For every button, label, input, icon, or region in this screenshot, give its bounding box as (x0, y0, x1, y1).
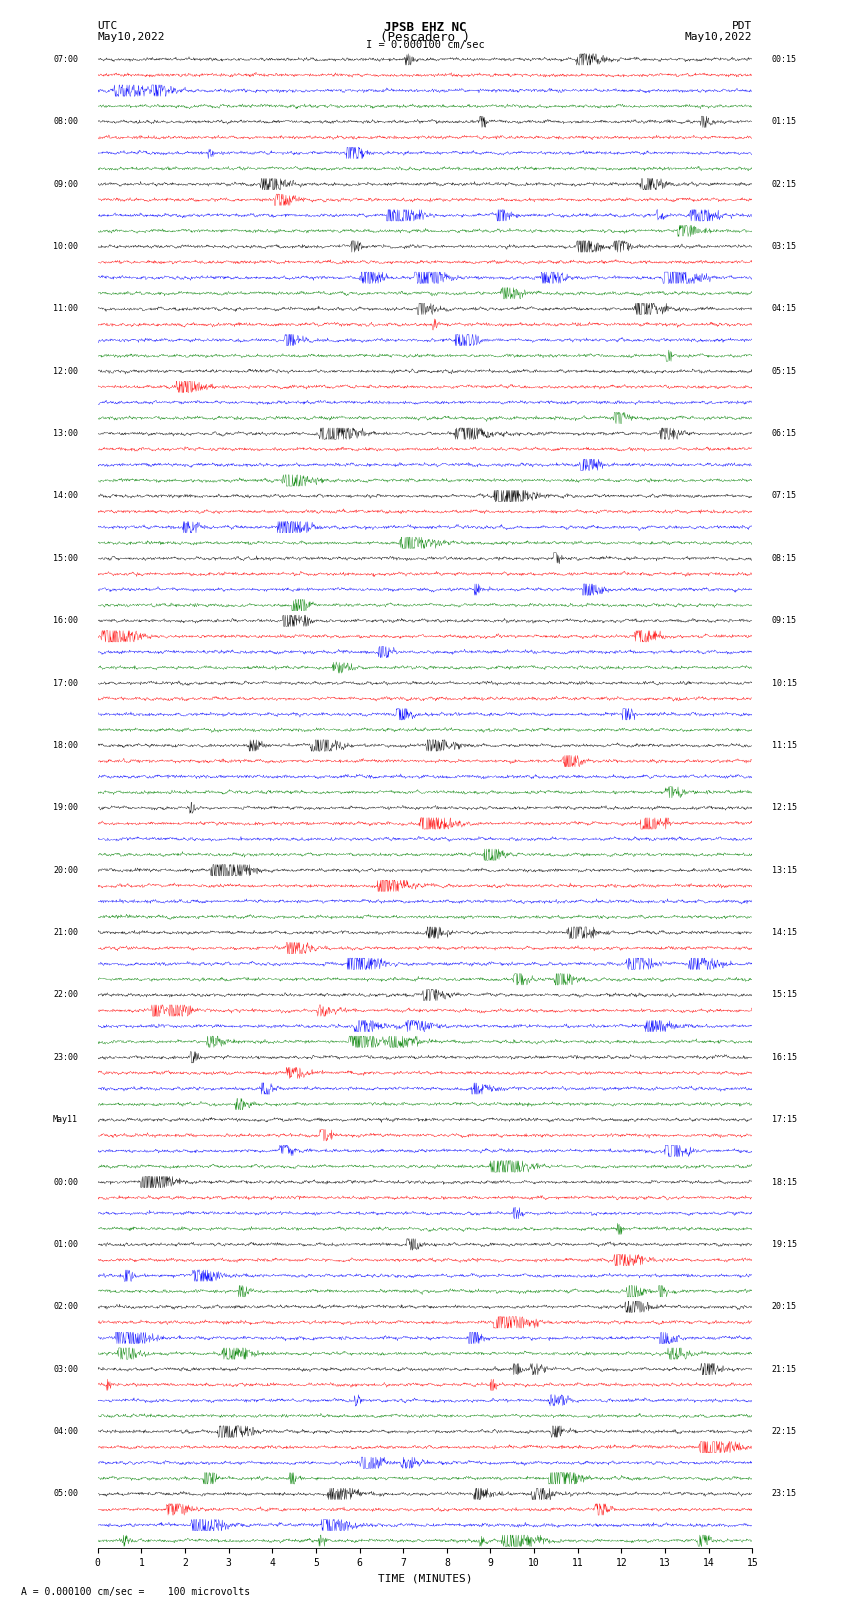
Text: 06:15: 06:15 (772, 429, 797, 439)
Text: 16:00: 16:00 (53, 616, 78, 626)
Text: 09:00: 09:00 (53, 179, 78, 189)
Text: 15:00: 15:00 (53, 553, 78, 563)
Text: 03:00: 03:00 (53, 1365, 78, 1374)
Text: 02:15: 02:15 (772, 179, 797, 189)
Text: 00:15: 00:15 (772, 55, 797, 65)
Text: (Pescadero ): (Pescadero ) (380, 31, 470, 44)
Text: 17:00: 17:00 (53, 679, 78, 687)
Text: 13:00: 13:00 (53, 429, 78, 439)
Text: 19:15: 19:15 (772, 1240, 797, 1248)
Text: 18:15: 18:15 (772, 1177, 797, 1187)
Text: 14:15: 14:15 (772, 927, 797, 937)
Text: UTC: UTC (98, 21, 118, 31)
Text: I = 0.000100 cm/sec: I = 0.000100 cm/sec (366, 40, 484, 50)
Text: May11: May11 (53, 1115, 78, 1124)
X-axis label: TIME (MINUTES): TIME (MINUTES) (377, 1574, 473, 1584)
Text: 16:15: 16:15 (772, 1053, 797, 1061)
Text: 20:00: 20:00 (53, 866, 78, 874)
Text: 03:15: 03:15 (772, 242, 797, 252)
Text: 08:00: 08:00 (53, 118, 78, 126)
Text: 19:00: 19:00 (53, 803, 78, 813)
Text: 01:00: 01:00 (53, 1240, 78, 1248)
Text: 14:00: 14:00 (53, 492, 78, 500)
Text: 23:00: 23:00 (53, 1053, 78, 1061)
Text: 10:15: 10:15 (772, 679, 797, 687)
Text: PDT: PDT (732, 21, 752, 31)
Text: 00:00: 00:00 (53, 1177, 78, 1187)
Text: A = 0.000100 cm/sec =    100 microvolts: A = 0.000100 cm/sec = 100 microvolts (21, 1587, 251, 1597)
Text: 05:15: 05:15 (772, 366, 797, 376)
Text: 11:00: 11:00 (53, 305, 78, 313)
Text: 12:00: 12:00 (53, 366, 78, 376)
Text: 10:00: 10:00 (53, 242, 78, 252)
Text: 12:15: 12:15 (772, 803, 797, 813)
Text: May10,2022: May10,2022 (98, 32, 165, 42)
Text: 23:15: 23:15 (772, 1489, 797, 1498)
Text: 08:15: 08:15 (772, 553, 797, 563)
Text: 22:15: 22:15 (772, 1428, 797, 1436)
Text: 11:15: 11:15 (772, 740, 797, 750)
Text: 04:15: 04:15 (772, 305, 797, 313)
Text: 09:15: 09:15 (772, 616, 797, 626)
Text: 22:00: 22:00 (53, 990, 78, 1000)
Text: 20:15: 20:15 (772, 1302, 797, 1311)
Text: 21:15: 21:15 (772, 1365, 797, 1374)
Text: 04:00: 04:00 (53, 1428, 78, 1436)
Text: 02:00: 02:00 (53, 1302, 78, 1311)
Text: 05:00: 05:00 (53, 1489, 78, 1498)
Text: 18:00: 18:00 (53, 740, 78, 750)
Text: 21:00: 21:00 (53, 927, 78, 937)
Text: 13:15: 13:15 (772, 866, 797, 874)
Text: 01:15: 01:15 (772, 118, 797, 126)
Text: 07:00: 07:00 (53, 55, 78, 65)
Text: 15:15: 15:15 (772, 990, 797, 1000)
Text: 07:15: 07:15 (772, 492, 797, 500)
Text: May10,2022: May10,2022 (685, 32, 752, 42)
Text: JPSB EHZ NC: JPSB EHZ NC (383, 21, 467, 34)
Text: 17:15: 17:15 (772, 1115, 797, 1124)
